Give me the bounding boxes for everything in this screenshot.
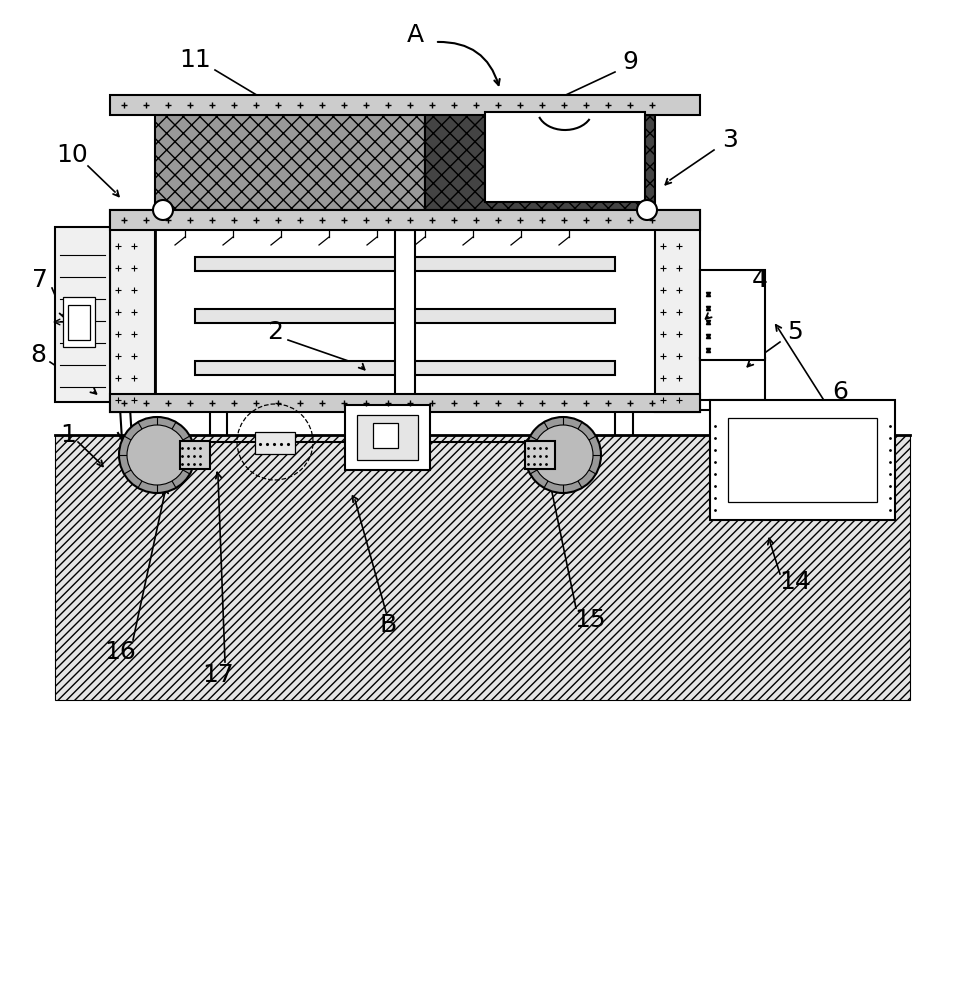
Bar [110, 210, 700, 230]
Text: 8: 8 [30, 343, 46, 367]
Text: 16: 16 [104, 640, 136, 664]
Text: A: A [407, 23, 423, 47]
Bar [155, 110, 425, 210]
Bar [155, 225, 655, 410]
Text: 1: 1 [60, 423, 76, 447]
Bar [68, 305, 90, 340]
Circle shape [153, 200, 173, 220]
Text: B: B [379, 613, 397, 637]
Bar [110, 210, 155, 412]
Text: 7: 7 [32, 268, 48, 292]
Text: 6: 6 [832, 380, 848, 404]
Bar [180, 441, 210, 469]
Bar [425, 110, 655, 210]
Bar [728, 418, 877, 502]
Bar [195, 361, 615, 375]
Bar [395, 230, 415, 405]
Bar [110, 394, 700, 412]
Bar [345, 405, 430, 470]
Text: 9: 9 [622, 50, 638, 74]
Circle shape [533, 425, 593, 485]
Text: 2: 2 [267, 320, 283, 344]
Circle shape [637, 200, 657, 220]
Circle shape [127, 425, 187, 485]
Circle shape [119, 417, 195, 493]
Bar [655, 210, 700, 412]
Bar [373, 423, 398, 448]
Bar [195, 309, 615, 323]
Text: 14: 14 [779, 570, 811, 594]
Bar [700, 270, 765, 360]
Bar [55, 227, 110, 402]
Bar [55, 435, 910, 700]
Bar [710, 400, 895, 520]
Text: 17: 17 [202, 663, 234, 687]
Bar [110, 95, 700, 115]
Bar [63, 297, 95, 347]
Bar [525, 441, 555, 469]
Circle shape [525, 417, 601, 493]
Bar [485, 112, 645, 202]
Bar [357, 415, 418, 460]
Bar [195, 257, 615, 271]
Bar [700, 358, 765, 400]
Text: 15: 15 [574, 608, 606, 632]
Text: 11: 11 [179, 48, 211, 72]
Bar [255, 432, 295, 454]
Text: 3: 3 [722, 128, 738, 152]
Text: 10: 10 [56, 143, 88, 167]
Text: 4: 4 [752, 268, 768, 292]
Text: 5: 5 [787, 320, 803, 344]
